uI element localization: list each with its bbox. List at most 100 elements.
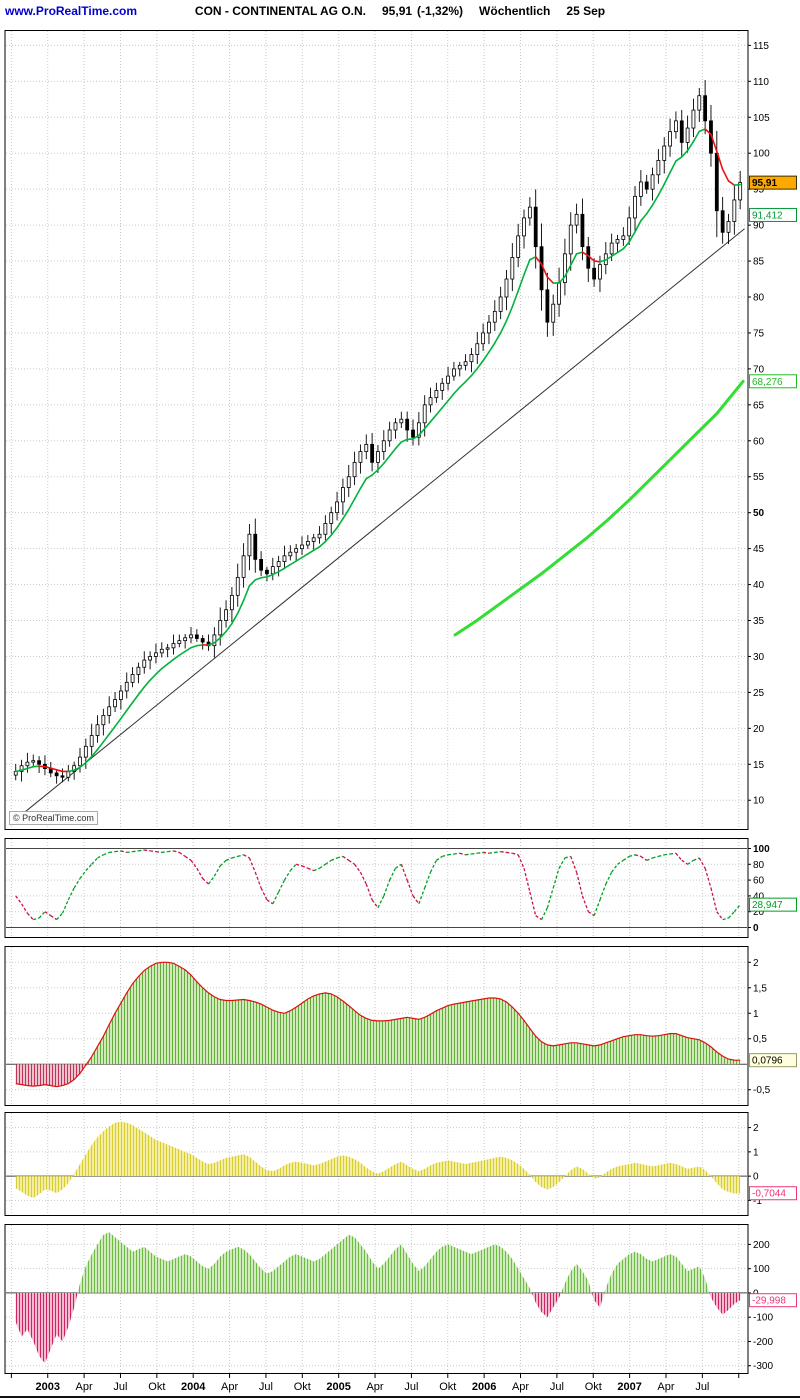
x-axis-label: Apr xyxy=(366,1381,383,1393)
momentum-grid xyxy=(6,1225,747,1373)
x-axis-label: 2006 xyxy=(472,1381,496,1393)
stochastic-value-label-0: 28,947 xyxy=(749,897,797,912)
x-axis-label: Jul xyxy=(259,1381,273,1393)
price-chart-panel[interactable]: 10 15 20 25 30 35 40 45 50 55 60 65 70 75 80 85 90 95 100 1… xyxy=(0,30,800,830)
x-axis-label: Apr xyxy=(76,1381,93,1393)
site-link[interactable]: www.ProRealTime.com xyxy=(5,4,138,18)
svg-text:70: 70 xyxy=(753,364,765,375)
svg-text:45: 45 xyxy=(753,544,765,555)
svg-text:55: 55 xyxy=(753,472,765,483)
svg-text:91,412: 91,412 xyxy=(752,210,783,221)
svg-text:-29,998: -29,998 xyxy=(752,1296,786,1307)
macd-panel[interactable]: 2 1,5 1 0,5 -0,5 0,0796 xyxy=(0,946,800,1106)
price-and-change: 95,91 (-1,32%) xyxy=(382,4,463,18)
stochastic-y-axis: 0 20 40 60 80 100 xyxy=(748,844,770,934)
x-axis-label: Okt xyxy=(294,1381,311,1393)
oscillator-value-label-0: -0,7044 xyxy=(749,1186,797,1201)
svg-text:0,0796: 0,0796 xyxy=(752,1056,783,1067)
svg-text:110: 110 xyxy=(753,77,769,88)
chart-title-bar: CON - CONTINENTAL AG O.N. 95,91 (-1,32%)… xyxy=(195,4,605,18)
oscillator-series xyxy=(15,1121,741,1198)
svg-text:80: 80 xyxy=(753,860,765,871)
svg-text:90: 90 xyxy=(753,221,765,232)
price-value-label-2: 68,276 xyxy=(749,374,797,389)
svg-text:100: 100 xyxy=(753,149,770,160)
svg-text:100: 100 xyxy=(753,844,770,855)
price-change: (-1,32%) xyxy=(417,4,464,18)
svg-text:28,947: 28,947 xyxy=(752,900,783,911)
svg-text:20: 20 xyxy=(753,724,765,735)
x-axis-label: 2007 xyxy=(617,1381,641,1393)
trend-line xyxy=(12,228,745,823)
svg-text:115: 115 xyxy=(753,41,769,52)
svg-text:0,5: 0,5 xyxy=(753,1034,767,1045)
svg-text:25: 25 xyxy=(753,688,765,699)
svg-text:35: 35 xyxy=(753,616,765,627)
date-label: 25 Sep xyxy=(566,4,606,18)
svg-text:30: 30 xyxy=(753,652,765,663)
svg-text:100: 100 xyxy=(753,1264,770,1275)
x-axis-label: 2004 xyxy=(181,1381,206,1393)
svg-text:50: 50 xyxy=(753,508,765,519)
instrument-name: CON - CONTINENTAL AG O.N. xyxy=(194,4,367,18)
svg-text:60: 60 xyxy=(753,436,765,447)
x-axis-label: Jul xyxy=(550,1381,564,1393)
x-axis-labels: 2003 Apr Jul Okt 2004 Apr Jul Okt 2005 Apr Jul Okt 2… xyxy=(10,1374,740,1393)
stochastic-grid xyxy=(6,839,747,937)
momentum-panel[interactable]: 2001000-100-200-300-29,998 xyxy=(0,1224,800,1374)
svg-text:2: 2 xyxy=(753,958,759,969)
svg-text:105: 105 xyxy=(753,113,770,124)
x-axis-label: 2003 xyxy=(35,1381,59,1393)
x-axis-label: Apr xyxy=(512,1381,529,1393)
svg-text:1: 1 xyxy=(753,1009,759,1020)
timeframe-label: Wöchentlich xyxy=(479,4,551,18)
x-axis-label: Jul xyxy=(404,1381,418,1393)
signal-line xyxy=(15,961,741,1088)
svg-text:0: 0 xyxy=(753,923,759,934)
momentum-value-label-0: -29,998 xyxy=(749,1293,797,1308)
price-series xyxy=(12,80,745,823)
svg-text:10: 10 xyxy=(753,796,765,807)
svg-text:-0,7044: -0,7044 xyxy=(752,1189,786,1200)
svg-text:75: 75 xyxy=(753,328,765,339)
copyright-label: © ProRealTime.com xyxy=(9,811,98,825)
price-value-label-0: 95,91 xyxy=(749,175,797,190)
x-axis-label: Jul xyxy=(113,1381,127,1393)
x-axis-label: Okt xyxy=(585,1381,602,1393)
price-value-label-1: 91,412 xyxy=(749,207,797,222)
macd-value-label-0: 0,0796 xyxy=(749,1053,797,1068)
svg-text:1: 1 xyxy=(753,1147,759,1158)
svg-text:60: 60 xyxy=(753,876,765,887)
svg-text:1,5: 1,5 xyxy=(753,983,767,994)
x-axis: 2003 Apr Jul Okt 2004 Apr Jul Okt 2005 Apr Jul Okt 2… xyxy=(10,1374,740,1393)
x-axis-label: 2005 xyxy=(326,1381,350,1393)
svg-text:15: 15 xyxy=(753,760,765,771)
svg-text:20: 20 xyxy=(753,907,765,918)
svg-text:-200: -200 xyxy=(753,1337,773,1348)
svg-text:95: 95 xyxy=(753,185,765,196)
price-y-axis: 10 15 20 25 30 35 40 45 50 55 60 65 70 75 80 85 90 95 100 1… xyxy=(748,41,770,807)
oscillator-y-axis: 2 1 0 -1 xyxy=(748,1123,762,1207)
oscillator-panel[interactable]: 2 1 0 -1-0,7044 xyxy=(0,1112,800,1216)
svg-text:-300: -300 xyxy=(753,1361,773,1372)
macd-series xyxy=(15,961,741,1088)
svg-text:200: 200 xyxy=(753,1240,770,1251)
svg-text:-1: -1 xyxy=(753,1196,762,1207)
stochastic-panel[interactable]: 0 20 40 60 80 100 28,947 xyxy=(0,838,800,938)
last-price: 95,91 xyxy=(382,4,413,18)
x-axis-label: Okt xyxy=(439,1381,456,1393)
svg-text:40: 40 xyxy=(753,580,765,591)
svg-text:80: 80 xyxy=(753,293,765,304)
svg-text:40: 40 xyxy=(753,891,765,902)
svg-text:68,276: 68,276 xyxy=(752,377,783,388)
header: www.ProRealTime.com CON - CONTINENTAL AG… xyxy=(0,0,800,28)
x-axis-label: Okt xyxy=(148,1381,165,1393)
ema-line xyxy=(14,128,741,773)
momentum-series xyxy=(15,1232,741,1364)
x-axis-label: Apr xyxy=(221,1381,238,1393)
x-axis-label: Apr xyxy=(657,1381,674,1393)
svg-text:0: 0 xyxy=(753,1172,759,1183)
svg-text:65: 65 xyxy=(753,400,765,411)
stochastic-series xyxy=(15,849,741,921)
